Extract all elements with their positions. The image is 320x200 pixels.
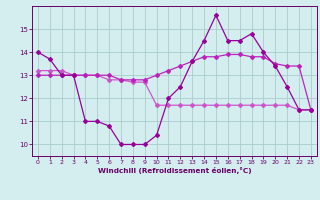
X-axis label: Windchill (Refroidissement éolien,°C): Windchill (Refroidissement éolien,°C) <box>98 167 251 174</box>
